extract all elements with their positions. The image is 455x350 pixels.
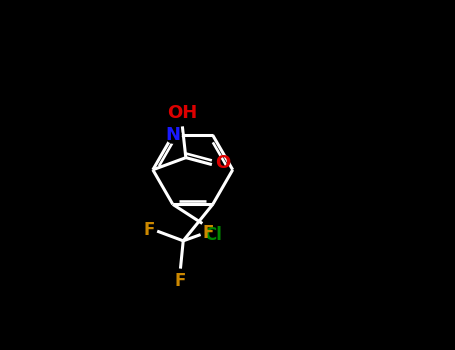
Text: F: F — [202, 224, 214, 242]
Text: F: F — [175, 272, 186, 290]
Text: O: O — [215, 154, 231, 172]
Text: F: F — [143, 221, 154, 239]
Text: OH: OH — [167, 104, 197, 122]
Text: N: N — [165, 126, 180, 144]
Text: Cl: Cl — [204, 225, 222, 244]
